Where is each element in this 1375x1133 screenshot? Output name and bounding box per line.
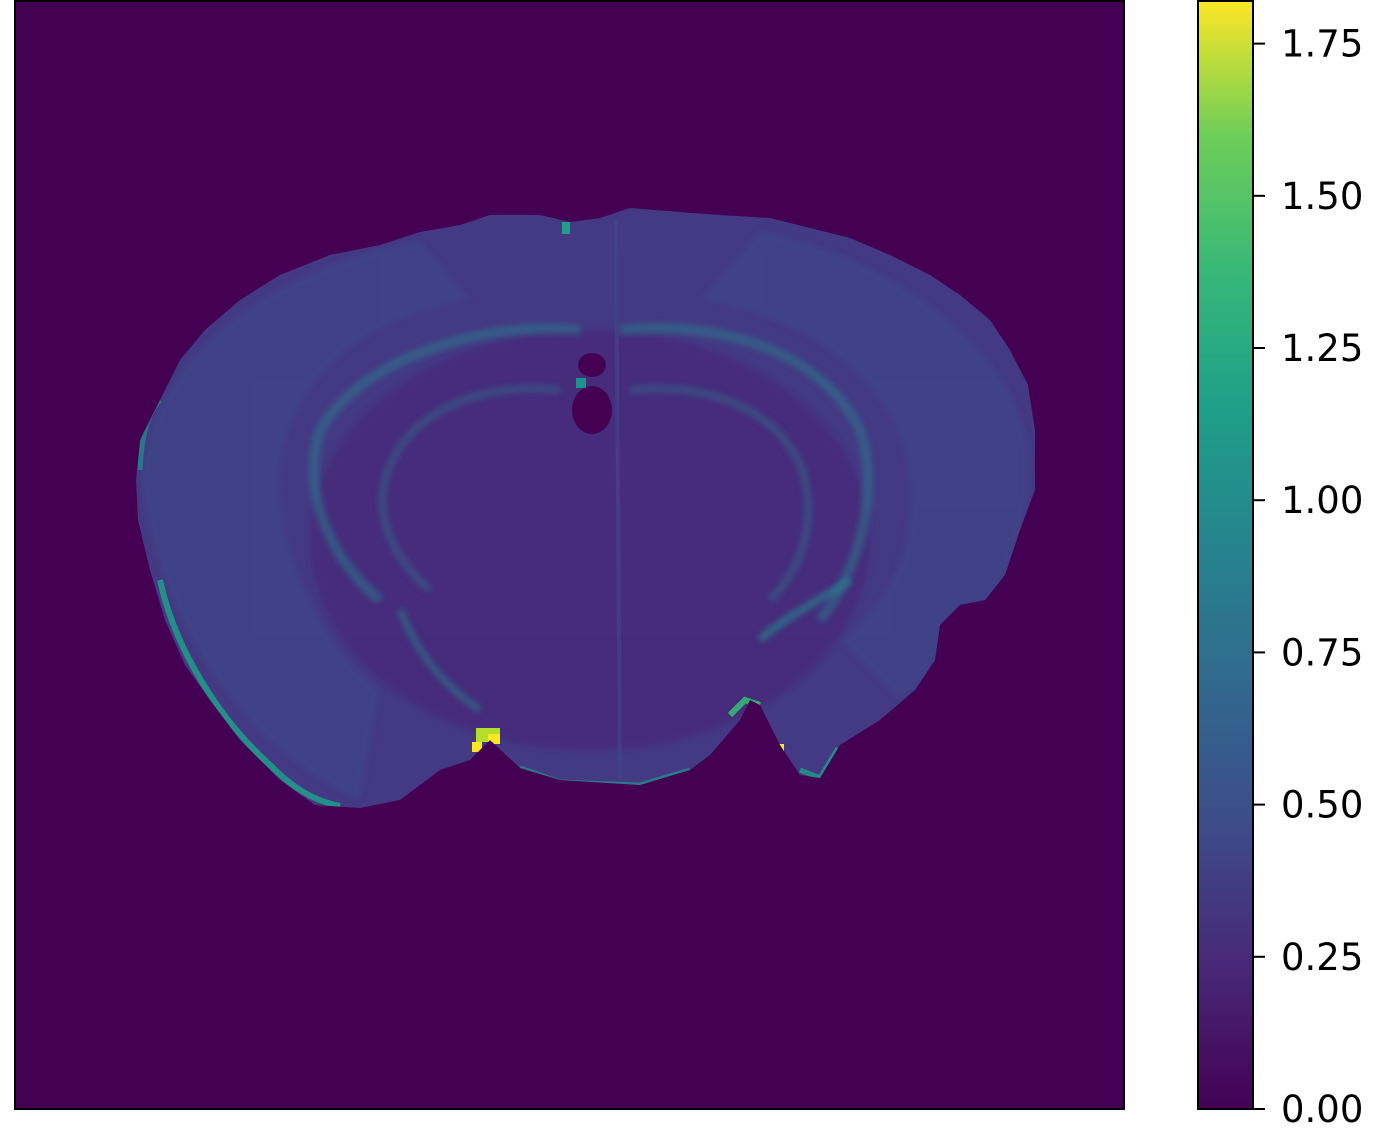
right-capsule xyxy=(757,576,853,643)
lower-left-rim xyxy=(157,579,341,808)
left-white-matter-arc xyxy=(308,323,581,604)
peak-spot-left-edge xyxy=(472,742,482,752)
colorbar-tick-label: 0.00 xyxy=(1281,1088,1363,1131)
colorbar: 0.00 0.25 0.50 0.75 1.00 1.25 1.50 1.75 xyxy=(1197,0,1363,1131)
ventricle-lower xyxy=(572,386,612,434)
colorbar-tick-label: 0.25 xyxy=(1281,936,1363,979)
heatmap-image xyxy=(14,0,1125,1110)
right-hippocampal-arc xyxy=(629,384,812,603)
colorbar-tick-label: 1.75 xyxy=(1281,23,1363,66)
heatmap-frame xyxy=(14,0,1125,1110)
midline xyxy=(614,219,622,781)
brain-slice xyxy=(136,208,1035,808)
colorbar-ticks: 0.00 0.25 0.50 0.75 1.00 1.25 1.50 1.75 xyxy=(1253,23,1363,1131)
small-spot xyxy=(576,378,586,388)
peak-spot-left-core xyxy=(488,734,500,744)
right-lobe-rim xyxy=(799,746,841,782)
ventricle-upper xyxy=(578,353,606,377)
left-cortex xyxy=(140,240,470,800)
top-rim-spot xyxy=(562,222,570,234)
colorbar-tick-label: 0.75 xyxy=(1281,631,1363,674)
right-white-matter-arc xyxy=(619,323,873,624)
colorbar-frame xyxy=(1197,0,1254,1110)
central-region xyxy=(310,330,870,750)
colorbar-tick-label: 1.50 xyxy=(1281,175,1363,218)
colorbar-tick-label: 0.50 xyxy=(1281,784,1363,827)
colorbar-gradient xyxy=(1198,1,1253,1109)
left-hippocampal-arc xyxy=(378,384,561,594)
colorbar-tick-label: 1.25 xyxy=(1281,327,1363,370)
right-cortex xyxy=(700,230,1030,700)
left-capsule xyxy=(396,608,482,713)
colorbar-tick-label: 1.00 xyxy=(1281,479,1363,522)
